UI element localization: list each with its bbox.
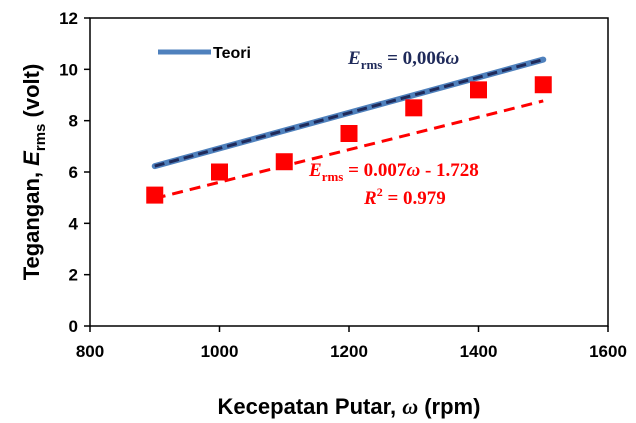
y-tick-label: 0 xyxy=(69,317,78,336)
plot-area xyxy=(89,17,609,327)
theory-eq-symbol: E xyxy=(347,48,361,69)
x-axis-title-symbol: ω xyxy=(402,394,418,419)
fit-r-squared: R2 = 0.979 xyxy=(363,185,446,209)
y-axis-title-symbol: E xyxy=(19,150,44,166)
data-point xyxy=(146,186,164,204)
y-axis-title-prefix: Tegangan, xyxy=(19,166,44,281)
x-tick-label: 800 xyxy=(76,342,104,361)
fit-eq-rest: = 0.007 xyxy=(343,160,407,181)
theory-equation: Erms = 0,006ω xyxy=(347,48,459,72)
y-tick-label: 2 xyxy=(69,266,78,285)
fit-equation: Erms = 0.007ω - 1.728 xyxy=(308,160,479,184)
fit-eq-tail: - 1.728 xyxy=(420,160,479,181)
y-tick-label: 12 xyxy=(59,9,78,28)
theory-eq-sub: rms xyxy=(361,57,383,72)
legend: Teori xyxy=(158,45,251,62)
x-tick-label: 1600 xyxy=(589,342,627,361)
data-point xyxy=(405,99,423,117)
y-axis-title: Tegangan, Erms (volt) xyxy=(19,64,49,281)
x-axis-title-prefix: Kecepatan Putar, xyxy=(218,394,403,419)
ticks-layer: 800 1000 1200 1400 1600 0 2 4 6 8 10 12 xyxy=(59,9,627,361)
data-point xyxy=(211,163,228,181)
y-axis-title-sub: rms xyxy=(32,124,49,152)
series-layer xyxy=(146,56,552,204)
fit-r2-sup: 2 xyxy=(377,185,383,199)
x-tick-label: 1200 xyxy=(330,342,368,361)
fit-eq-var: ω xyxy=(406,160,420,181)
y-tick-label: 8 xyxy=(69,112,78,131)
fit-eq-sub: rms xyxy=(322,169,344,184)
x-axis-title: Kecepatan Putar, ω (rpm) xyxy=(218,394,481,419)
data-point xyxy=(340,125,358,142)
x-tick-label: 1400 xyxy=(460,342,498,361)
y-tick-label: 4 xyxy=(69,214,79,233)
theory-trendline xyxy=(154,58,544,168)
y-tick-label: 6 xyxy=(69,163,78,182)
legend-label-teori: Teori xyxy=(213,45,251,62)
data-point xyxy=(534,76,552,94)
fit-r2-rest: = 0.979 xyxy=(383,188,446,209)
data-point xyxy=(470,81,487,99)
y-tick-label: 10 xyxy=(59,60,78,79)
fit-eq-symbol: E xyxy=(308,160,322,181)
theory-eq-var: ω xyxy=(445,48,459,69)
theory-eq-rest: = 0,006 xyxy=(382,48,445,69)
x-axis-title-suffix: (rpm) xyxy=(418,394,480,419)
fit-trendline xyxy=(154,99,544,200)
x-tick-label: 1000 xyxy=(201,342,239,361)
y-axis-title-suffix: (volt) xyxy=(19,64,44,124)
fit-r2-symbol: R xyxy=(363,188,377,209)
data-point xyxy=(275,153,293,171)
